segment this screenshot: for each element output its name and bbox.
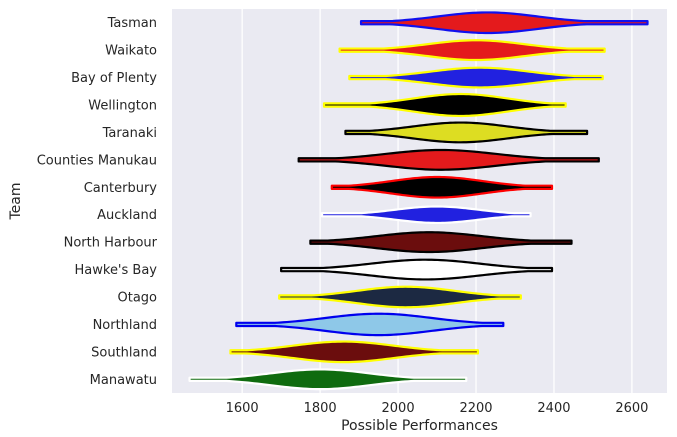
x-tick-label: 2400 — [537, 401, 570, 416]
x-tick-labels: 1600 1800 2000 2200 2400 2600 — [226, 401, 649, 416]
violin-north-harbour — [309, 231, 573, 254]
y-tick-label: Tasman — [107, 16, 157, 31]
violin-canterbury — [330, 175, 554, 199]
violin-waikato — [338, 39, 606, 62]
violin-otago — [278, 285, 522, 309]
y-tick-label: Taranaki — [102, 126, 157, 141]
x-axis-label: Possible Performances — [341, 418, 498, 434]
y-tick-label: Auckland — [97, 208, 157, 223]
violin-tasman — [359, 11, 649, 35]
x-tick-label: 1800 — [304, 401, 337, 416]
x-tick-label: 2600 — [615, 401, 648, 416]
y-tick-label: Manawatu — [90, 373, 157, 388]
y-tick-label: North Harbour — [64, 236, 158, 251]
y-tick-label: Canterbury — [84, 181, 158, 196]
y-tick-label: Hawke's Bay — [75, 263, 158, 278]
violin-counties-manukau — [297, 148, 600, 171]
y-tick-label: Waikato — [105, 44, 157, 59]
violins — [188, 11, 649, 391]
violin-bay-of-plenty — [348, 66, 604, 89]
y-tick-label: Northland — [93, 318, 157, 333]
x-tick-label: 2200 — [459, 401, 492, 416]
plot-background — [172, 9, 667, 393]
y-tick-label: Counties Manukau — [37, 153, 157, 168]
y-tick-label: Southland — [91, 345, 157, 360]
x-tick-label: 2000 — [382, 401, 415, 416]
y-tick-labels: Tasman Waikato Bay of Plenty Wellington Tara… — [37, 16, 158, 388]
violin-manawatu — [188, 368, 468, 391]
violin-auckland — [320, 205, 532, 225]
violin-southland — [229, 340, 480, 364]
violin-taranaki — [344, 121, 589, 144]
y-tick-label: Bay of Plenty — [71, 71, 157, 86]
x-tick-label: 1600 — [226, 401, 259, 416]
violin-wellington — [322, 92, 567, 118]
y-tick-label: Wellington — [88, 99, 157, 114]
y-axis-label: Team — [8, 182, 24, 220]
y-tick-label: Otago — [117, 291, 157, 306]
violin-hawke-s-bay — [280, 258, 554, 281]
violin-northland — [235, 312, 505, 337]
